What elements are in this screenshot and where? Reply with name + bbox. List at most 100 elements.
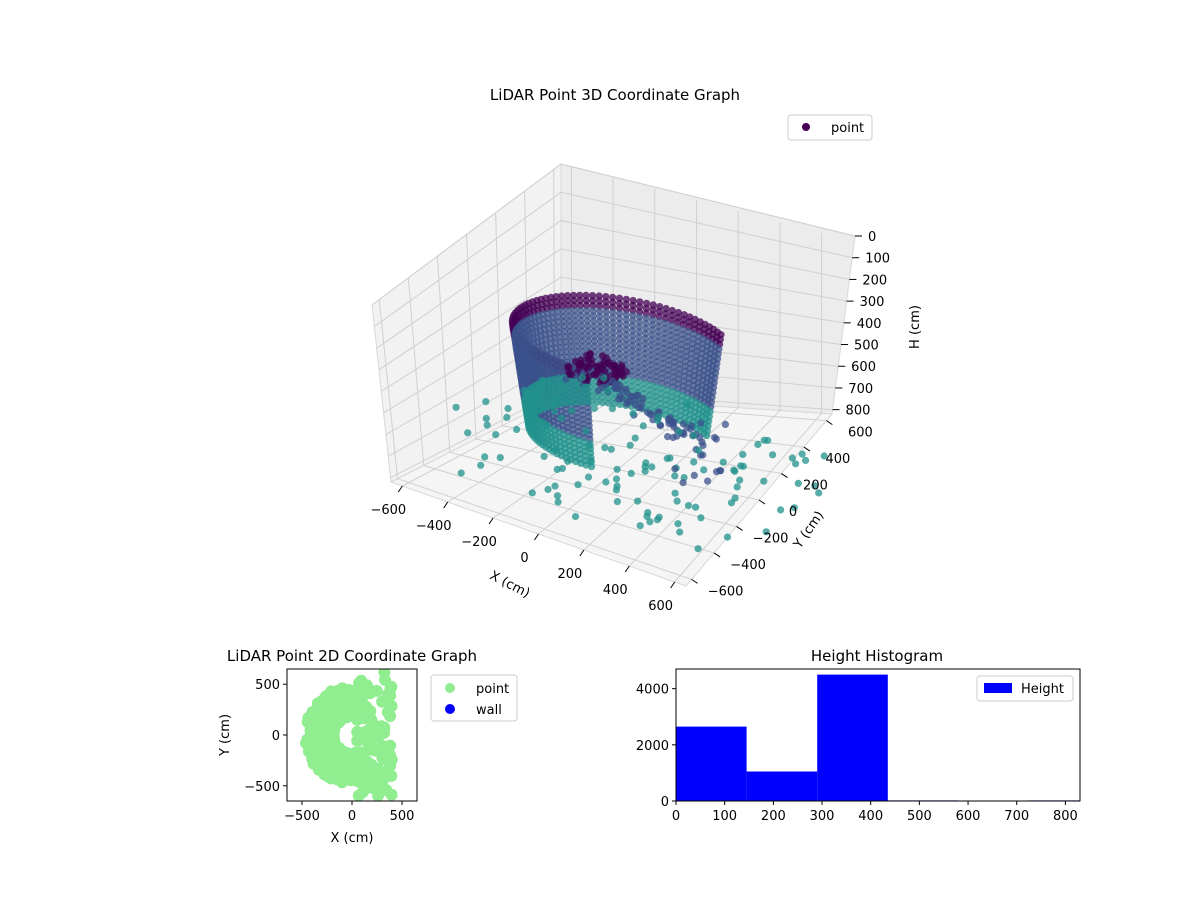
scatter-point-2d xyxy=(353,762,366,775)
histogram-bars xyxy=(676,674,1080,801)
legend-2d: point wall xyxy=(430,674,518,722)
scatter-point-3d xyxy=(675,428,683,436)
scatter-point-3d xyxy=(703,432,711,440)
y-tick-3d xyxy=(781,473,788,478)
scatter-point-3d xyxy=(597,338,605,346)
z-tick-label-3d: 0 xyxy=(868,230,876,245)
scatter-point-3d xyxy=(599,352,607,360)
scatter-point-2d xyxy=(356,786,369,798)
scatter-point-3d xyxy=(582,291,590,299)
scatter-point-3d xyxy=(622,315,630,324)
scatter-point-3d xyxy=(596,307,604,315)
scatter-point-3d xyxy=(627,469,635,477)
scatter-point-3d xyxy=(628,382,636,390)
scatter-2d-chart: LiDAR Point 2D Coordinate Graph −500 0 500… xyxy=(218,647,518,846)
scatter-point-3d xyxy=(739,462,747,470)
scatter-point-3d xyxy=(629,322,637,330)
scatter-point-3d xyxy=(611,381,619,389)
scatter-point-3d xyxy=(577,306,585,315)
scatter-point-3d xyxy=(635,338,643,346)
scatter-point-3d xyxy=(616,345,624,353)
scatter-point-3d xyxy=(564,457,572,465)
scatter-point-3d xyxy=(483,421,491,429)
scatter-point-3d xyxy=(664,433,672,441)
grid-line-floor-y xyxy=(449,451,737,527)
scatter-point-3d xyxy=(612,486,621,494)
scatter-point-3d xyxy=(622,356,630,364)
scatter-point-3d xyxy=(615,395,623,403)
legend-hist-swatch xyxy=(984,683,1012,693)
scatter-point-3d xyxy=(640,375,648,383)
scatter-point-3d xyxy=(587,393,595,401)
scatter-point-2d xyxy=(370,684,383,697)
y-tick-label-hist: 2000 xyxy=(636,739,669,754)
scatter-point-3d xyxy=(513,425,521,434)
scatter-point-2d xyxy=(308,746,321,759)
scatter-point-3d xyxy=(558,464,567,473)
y-tick-label-3d: −400 xyxy=(730,558,766,573)
scatter-point-3d xyxy=(589,312,598,320)
scatter-point-3d xyxy=(587,463,596,471)
scatter-point-2d xyxy=(314,730,327,743)
scatter-point-3d xyxy=(628,377,636,385)
scatter-point-3d xyxy=(590,317,598,325)
scatter-point-3d xyxy=(629,332,637,340)
grid-line-wall-y xyxy=(436,256,451,453)
scatter-point-3d xyxy=(583,317,592,325)
scatter-point-3d xyxy=(665,419,673,427)
scatter-point-3d xyxy=(609,334,617,342)
scatter-point-3d xyxy=(676,528,684,536)
scatter-point-3d xyxy=(642,314,650,322)
x-tick-label-hist: 300 xyxy=(810,809,835,824)
scatter-point-3d xyxy=(572,398,580,406)
legend-3d-label: point xyxy=(831,121,864,136)
scatter-point-3d xyxy=(648,326,656,334)
y-axis-ticks-3d: 600 400 200 0−200 −400 −600 xyxy=(691,420,873,599)
scatter-point-3d xyxy=(645,396,653,404)
scatter-point-3d xyxy=(628,337,637,345)
y-tick-label-3d: 200 xyxy=(803,479,828,494)
scatter-point-3d xyxy=(571,312,579,320)
scatter-3d-chart: LiDAR Point 3D Coordinate Graph −600 −400… xyxy=(370,86,923,614)
scatter-point-3d xyxy=(615,304,624,312)
scatter-point-3d xyxy=(628,362,636,370)
x-axis-label-3d: X (cm) xyxy=(487,568,532,601)
legend-3d-frame xyxy=(787,114,873,141)
scatter-point-2d xyxy=(354,695,367,708)
scatter-point-3d xyxy=(533,424,541,433)
scatter-point-3d xyxy=(590,327,598,335)
scatter-point-3d xyxy=(764,436,772,445)
x-tick-label-hist: 400 xyxy=(858,809,883,824)
scatter-point-3d xyxy=(477,461,485,469)
scatter-point-3d xyxy=(616,355,624,363)
scatter-point-3d xyxy=(585,442,593,450)
scatter-point-3d xyxy=(628,393,637,401)
scatter-point-3d xyxy=(603,343,611,351)
x-tick-label-3d: 200 xyxy=(557,567,582,582)
scatter-point-3d xyxy=(635,323,643,331)
scatter-point-3d xyxy=(626,441,634,449)
scatter-point-3d xyxy=(616,350,624,358)
scatter-point-3d xyxy=(589,297,597,305)
z-tick-label-3d: 200 xyxy=(862,273,887,288)
scatter-point-3d xyxy=(628,367,636,375)
scatter-point-3d xyxy=(603,323,611,331)
scatter-point-3d xyxy=(618,361,626,369)
scatter-point-3d xyxy=(599,399,607,407)
scatter-point-3d xyxy=(794,479,802,487)
scatter-point-3d xyxy=(639,422,647,430)
scatter-point-3d xyxy=(590,322,598,330)
scatter-point-3d xyxy=(571,512,580,521)
scatter-point-3d xyxy=(602,313,610,321)
scatter-point-3d xyxy=(634,368,642,376)
scatter-point-3d xyxy=(671,489,679,497)
scatter-point-3d xyxy=(593,398,601,406)
scatter-point-3d xyxy=(589,302,597,310)
scatter-point-3d xyxy=(622,295,630,303)
scatter-point-3d xyxy=(622,346,630,354)
scatter-point-3d xyxy=(690,458,698,466)
scatter-point-3d xyxy=(595,297,603,305)
scatter-point-3d xyxy=(629,306,637,315)
x-axis-label-2d: X (cm) xyxy=(331,831,374,846)
x-axis-ticks-3d: −600 −400 −200 0 200 400 600 xyxy=(370,485,676,614)
